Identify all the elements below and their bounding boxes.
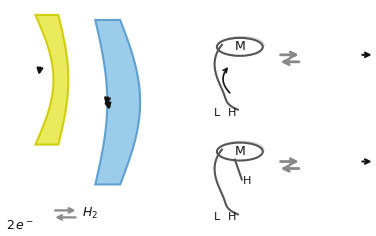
Text: H: H xyxy=(243,177,251,186)
Text: H: H xyxy=(228,212,236,222)
Text: $2\,e^-$: $2\,e^-$ xyxy=(6,219,34,232)
Text: L: L xyxy=(214,212,220,222)
Ellipse shape xyxy=(219,141,265,159)
Polygon shape xyxy=(95,20,140,185)
Text: L: L xyxy=(214,108,220,118)
Ellipse shape xyxy=(217,143,263,160)
Text: $H_2$: $H_2$ xyxy=(82,205,98,220)
Text: M: M xyxy=(235,145,245,158)
Text: M: M xyxy=(235,40,245,53)
Polygon shape xyxy=(35,15,68,145)
Text: H: H xyxy=(228,108,236,118)
Ellipse shape xyxy=(219,36,265,54)
Ellipse shape xyxy=(217,38,263,56)
